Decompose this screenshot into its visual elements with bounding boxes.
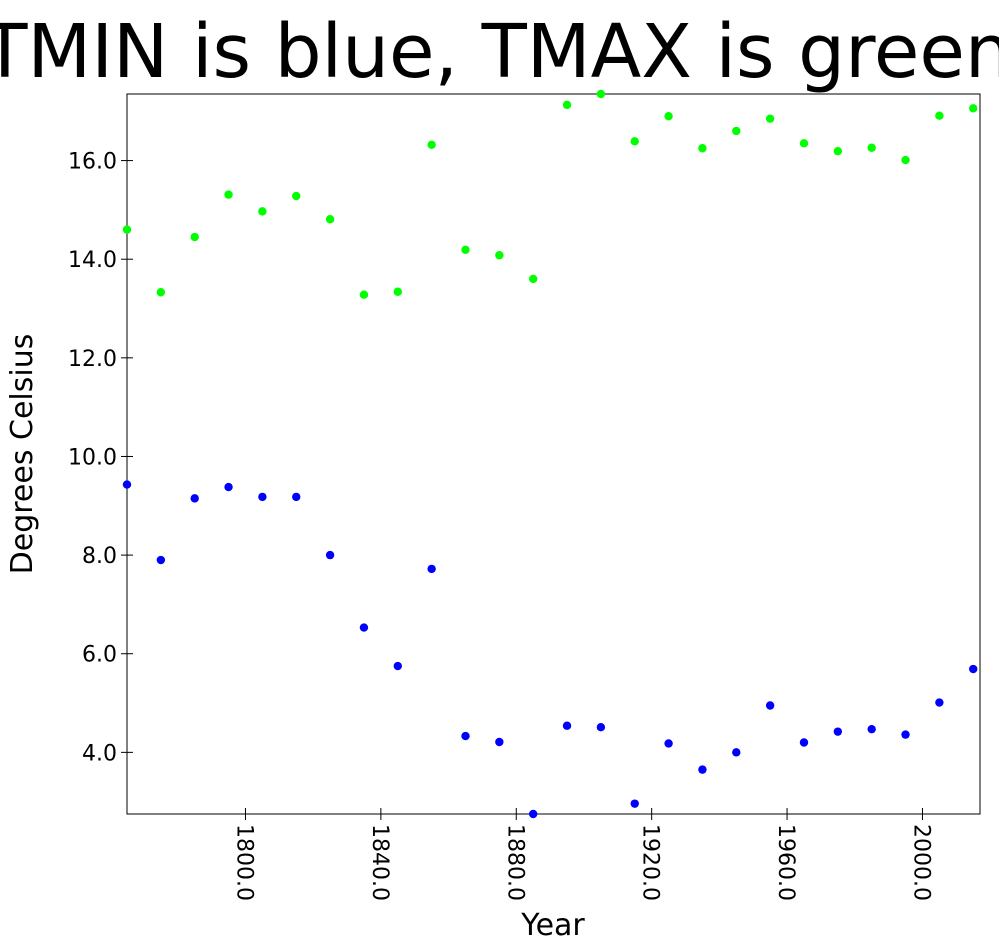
data-point: [325, 550, 335, 560]
y-tick-label: 6.0: [82, 643, 117, 668]
x-tick-label: 1840.0: [367, 824, 392, 901]
data-point: [461, 245, 470, 255]
x-tick-label: 2000.0: [908, 824, 933, 901]
data-point: [427, 564, 436, 574]
data-point: [427, 140, 436, 149]
data-point: [359, 290, 369, 299]
x-tick-label: 1880.0: [502, 824, 527, 901]
data-point: [935, 111, 944, 120]
y-axis: 4.0 6.0 8.0 10.0 12.0 14.0 16.0: [68, 150, 133, 766]
x-axis-title: Year: [520, 908, 585, 941]
data-point: [664, 739, 673, 748]
y-axis-title: Degrees Celsius: [5, 334, 40, 575]
data-point: [393, 287, 402, 296]
data-point: [495, 737, 504, 747]
data-point: [156, 288, 166, 297]
data-point: [799, 738, 809, 747]
y-tick-label: 16.0: [68, 150, 117, 175]
data-point: [901, 155, 910, 165]
y-tick-label: 14.0: [68, 248, 117, 273]
data-point: [732, 126, 741, 136]
x-tick-label: 1800.0: [231, 824, 256, 901]
data-point: [122, 225, 132, 234]
data-point: [732, 748, 741, 757]
data-point: [698, 765, 707, 774]
data-point: [122, 480, 132, 489]
data-point: [867, 724, 876, 734]
data-point: [258, 492, 267, 502]
data-point: [224, 190, 233, 199]
y-tick-label: 12.0: [68, 347, 117, 372]
data-point: [765, 701, 775, 710]
x-tick-label: 1920.0: [638, 824, 663, 901]
data-point: [461, 731, 470, 741]
data-point: [935, 698, 944, 707]
data-point: [258, 207, 267, 216]
data-point: [359, 623, 369, 632]
data-point: [664, 111, 673, 121]
data-point: [833, 147, 843, 156]
y-tick-label: 10.0: [68, 445, 117, 470]
x-tick-label: 1960.0: [773, 824, 798, 901]
data-point: [325, 215, 335, 224]
data-point: [562, 100, 572, 110]
data-points: [122, 89, 978, 819]
y-tick-label: 4.0: [82, 741, 117, 766]
data-point: [190, 494, 199, 503]
data-point: [901, 730, 910, 739]
data-point: [969, 664, 978, 674]
data-point: [292, 492, 301, 502]
data-point: [698, 144, 707, 153]
data-point: [596, 723, 606, 732]
data-point: [156, 555, 166, 565]
data-point: [495, 251, 504, 260]
plot-area: [126, 93, 981, 815]
data-point: [630, 137, 639, 146]
data-point: [833, 727, 843, 736]
data-point: [292, 191, 301, 201]
data-point: [224, 482, 233, 492]
data-point: [393, 661, 402, 671]
y-tick-label: 8.0: [82, 544, 117, 569]
data-point: [528, 809, 538, 819]
data-point: [562, 721, 572, 730]
data-point: [596, 89, 606, 99]
data-point: [969, 104, 978, 113]
data-point: [867, 143, 876, 152]
data-point: [190, 232, 199, 242]
data-point: [630, 799, 639, 808]
chart-title: TMIN is blue, TMAX is green: [0, 9, 999, 95]
data-point: [528, 274, 538, 284]
data-point: [765, 114, 775, 123]
data-point: [799, 139, 809, 148]
x-axis: 1800.0 1840.0 1880.0 1920.0 1960.0 2000.0: [231, 808, 933, 901]
